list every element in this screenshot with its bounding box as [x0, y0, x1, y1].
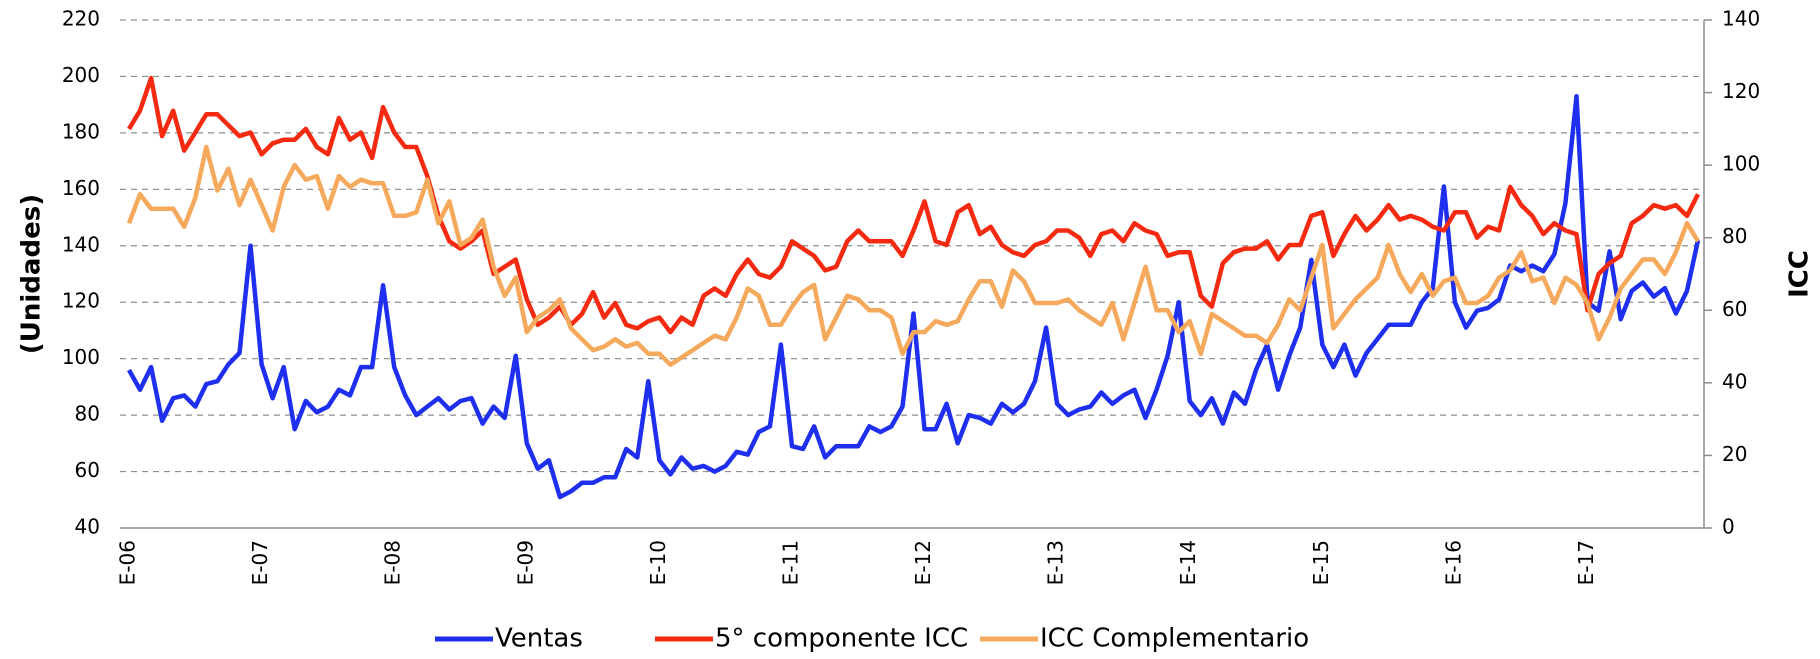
y-tick-label: 200	[62, 63, 100, 87]
x-tick-label: E-13	[1044, 540, 1068, 585]
series-line	[127, 93, 1701, 500]
y-tick-label: 40	[75, 515, 100, 539]
y2-axis-title: ICC	[1785, 250, 1815, 298]
y2-tick-label: 140	[1722, 7, 1760, 31]
x-tick-label: E-11	[778, 540, 802, 585]
y-tick-label: 180	[62, 119, 100, 143]
series-line	[126, 144, 1700, 367]
x-tick-label: E-10	[646, 540, 670, 585]
x-tick-label: E-12	[911, 540, 935, 585]
legend-label: Ventas	[495, 624, 583, 654]
legend-label: ICC Complementario	[1040, 624, 1309, 654]
y-tick-label: 160	[62, 176, 100, 200]
y2-tick-label: 0	[1722, 515, 1735, 539]
y-axis-title: (Unidades)	[17, 194, 47, 354]
y-tick-label: 60	[75, 458, 100, 482]
y2-tick-label: 120	[1722, 79, 1760, 103]
x-tick-label: E-07	[248, 540, 272, 585]
y2-tick-label: 80	[1722, 224, 1747, 248]
y-tick-label: 220	[62, 7, 100, 31]
x-tick-label: E-17	[1574, 540, 1598, 585]
y-tick-label: 140	[62, 232, 100, 256]
x-tick-label: E-14	[1176, 540, 1200, 585]
series-line	[127, 75, 1701, 335]
y2-tick-label: 40	[1722, 369, 1747, 393]
y-tick-label: 100	[62, 345, 100, 369]
x-tick-label: E-16	[1441, 540, 1465, 585]
x-tick-label: E-15	[1309, 540, 1333, 585]
x-tick-label: E-09	[513, 540, 537, 585]
x-tick-label: E-08	[381, 540, 405, 585]
legend-label: 5° componente ICC	[715, 624, 968, 654]
x-tick-label: E-06	[116, 540, 140, 585]
y2-tick-label: 20	[1722, 442, 1747, 466]
y-tick-label: 80	[75, 402, 100, 426]
y-tick-label: 120	[62, 289, 100, 313]
y2-tick-label: 60	[1722, 297, 1747, 321]
y2-tick-label: 100	[1722, 152, 1760, 176]
